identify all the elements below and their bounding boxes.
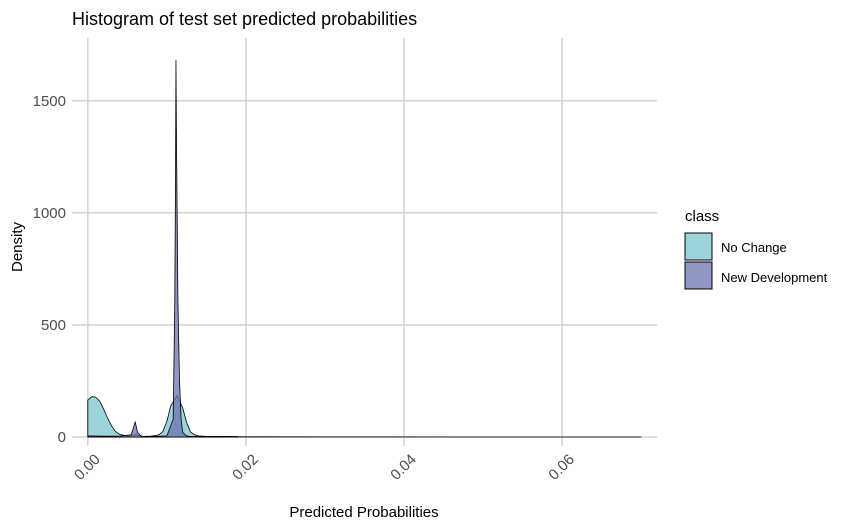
legend-key-new-development bbox=[684, 261, 713, 290]
y-tick-label: 1500 bbox=[33, 93, 66, 110]
x-axis-ticks: 0.00 0.02 0.04 0.06 bbox=[71, 451, 578, 484]
legend-label-new-development: New Development bbox=[721, 270, 828, 285]
y-tick-label: 500 bbox=[41, 317, 66, 334]
density-area-new-development bbox=[87, 60, 642, 438]
x-tick-label: 0.02 bbox=[229, 451, 262, 484]
y-axis-ticks: 0 500 1000 1500 bbox=[33, 93, 66, 446]
density-area-no-change bbox=[87, 395, 239, 438]
chart-title: Histogram of test set predicted probabil… bbox=[72, 9, 417, 29]
x-axis-title: Predicted Probabilities bbox=[289, 504, 438, 521]
legend-title: class bbox=[685, 208, 719, 225]
legend: class No Change New Development bbox=[684, 208, 828, 290]
grid-lines bbox=[72, 38, 657, 446]
y-axis-title: Density bbox=[9, 221, 26, 272]
x-tick-label: 0.06 bbox=[545, 451, 578, 484]
plot-series bbox=[87, 60, 642, 438]
x-tick-label: 0.04 bbox=[387, 451, 420, 484]
y-tick-label: 0 bbox=[58, 429, 66, 446]
y-tick-label: 1000 bbox=[33, 205, 66, 222]
legend-label-no-change: No Change bbox=[721, 240, 787, 255]
x-tick-label: 0.00 bbox=[71, 451, 104, 484]
legend-key-no-change bbox=[684, 232, 713, 261]
